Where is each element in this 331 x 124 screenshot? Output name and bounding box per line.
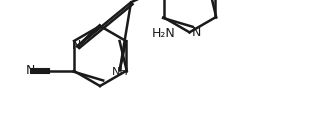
Text: N: N — [25, 64, 35, 78]
Text: N: N — [192, 26, 201, 39]
Text: N: N — [72, 39, 81, 52]
Text: H₂N: H₂N — [152, 27, 175, 40]
Text: NH: NH — [112, 67, 129, 77]
